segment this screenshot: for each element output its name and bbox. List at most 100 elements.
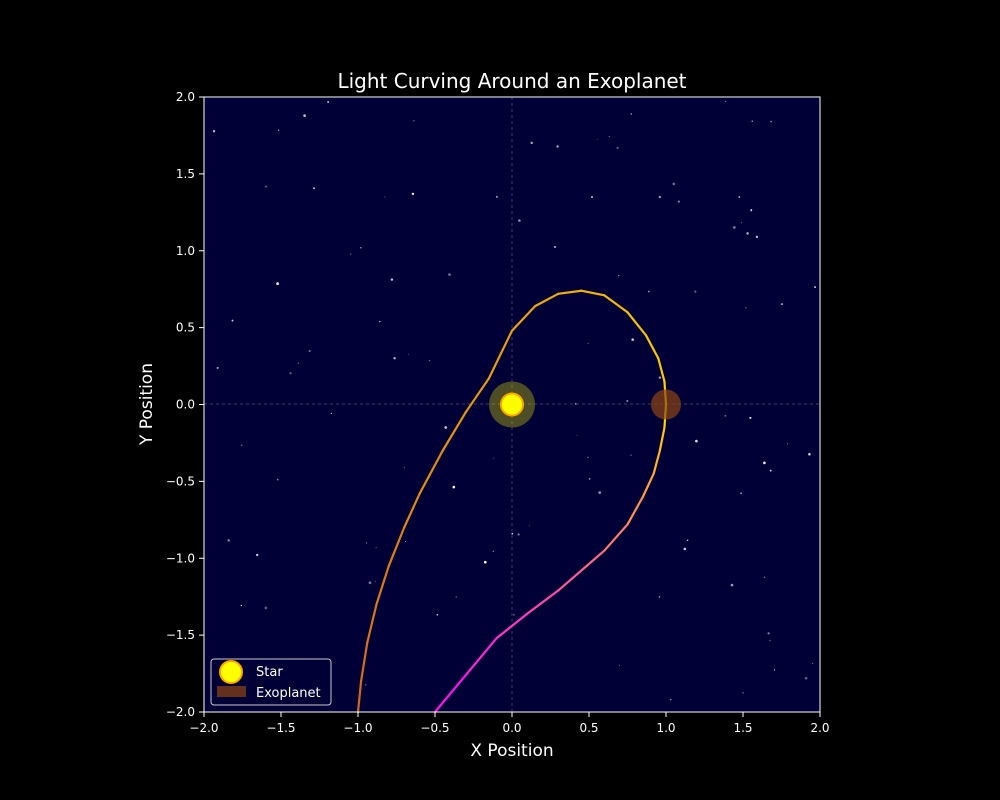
background-star bbox=[276, 478, 279, 481]
background-star bbox=[724, 414, 727, 417]
background-star bbox=[770, 120, 772, 123]
background-star bbox=[231, 319, 234, 322]
background-star bbox=[360, 247, 362, 249]
background-star bbox=[411, 192, 415, 196]
light-path-segment bbox=[580, 549, 606, 572]
background-star bbox=[677, 200, 680, 203]
background-star bbox=[658, 376, 662, 379]
y-axis-title: Y Position bbox=[137, 363, 157, 446]
background-star bbox=[513, 614, 515, 616]
legend-star-marker bbox=[219, 660, 243, 684]
background-star bbox=[241, 444, 243, 446]
x-tick-label: −1.5 bbox=[266, 721, 295, 735]
light-path-segment bbox=[580, 289, 606, 297]
background-star bbox=[814, 286, 817, 289]
background-star bbox=[588, 478, 591, 480]
background-star bbox=[256, 553, 259, 557]
background-star bbox=[749, 416, 752, 419]
background-star bbox=[686, 539, 689, 541]
background-star bbox=[741, 222, 742, 224]
background-star bbox=[493, 457, 495, 459]
light-path-segment bbox=[657, 357, 666, 383]
background-star bbox=[804, 676, 808, 680]
background-star bbox=[591, 196, 593, 198]
background-star bbox=[746, 232, 749, 235]
light-path bbox=[356, 289, 668, 714]
y-tick-label: −2.0 bbox=[166, 705, 195, 719]
x-tick-label: 1.5 bbox=[733, 721, 752, 735]
background-star bbox=[658, 596, 661, 598]
background-star bbox=[455, 596, 457, 598]
starfield-background bbox=[212, 101, 817, 701]
background-star bbox=[658, 195, 661, 199]
background-star bbox=[297, 362, 299, 364]
background-star bbox=[212, 130, 216, 133]
light-path-segment bbox=[641, 472, 655, 498]
background-star bbox=[413, 120, 415, 122]
background-star bbox=[683, 547, 687, 551]
background-star bbox=[608, 135, 610, 138]
light-path-segment bbox=[526, 589, 560, 615]
legend-exoplanet-label: Exoplanet bbox=[256, 686, 321, 701]
light-path-segment bbox=[626, 311, 648, 337]
background-star bbox=[742, 692, 744, 694]
background-star bbox=[350, 253, 352, 255]
light-path-segment bbox=[533, 292, 560, 308]
light-path-segment bbox=[510, 305, 537, 332]
celestial-objects bbox=[489, 381, 681, 428]
light-path-segment bbox=[487, 329, 514, 380]
background-star bbox=[751, 120, 753, 122]
background-star bbox=[598, 491, 602, 494]
background-star bbox=[730, 583, 734, 587]
light-path-segment bbox=[626, 495, 645, 526]
background-star bbox=[587, 456, 589, 459]
background-star bbox=[763, 576, 766, 579]
light-path-segment bbox=[495, 612, 529, 640]
background-star bbox=[755, 235, 759, 239]
light-path-segment bbox=[464, 637, 498, 677]
background-star bbox=[327, 101, 329, 103]
light-path-segment bbox=[403, 492, 421, 529]
light-path-segment bbox=[433, 673, 467, 714]
chart-title: Light Curving Around an Exoplanet bbox=[337, 69, 686, 93]
background-star bbox=[732, 226, 736, 229]
background-star bbox=[669, 698, 672, 701]
y-tick-label: 0.0 bbox=[176, 398, 195, 412]
background-star bbox=[618, 274, 620, 277]
background-star bbox=[725, 101, 727, 103]
x-axis-title: X Position bbox=[470, 741, 553, 761]
background-star bbox=[518, 219, 521, 222]
background-star bbox=[264, 606, 268, 610]
background-star bbox=[630, 454, 632, 456]
background-star bbox=[448, 273, 451, 276]
background-star bbox=[672, 182, 676, 186]
background-star bbox=[265, 185, 268, 188]
light-path-segment bbox=[387, 526, 406, 568]
background-star bbox=[276, 282, 279, 286]
y-tick-label: 2.0 bbox=[176, 90, 195, 104]
background-star bbox=[694, 290, 697, 293]
background-star bbox=[366, 542, 368, 544]
background-star bbox=[616, 146, 619, 149]
light-path-segment bbox=[464, 377, 490, 414]
light-path-segment bbox=[658, 426, 666, 452]
background-star bbox=[390, 278, 394, 281]
light-path-segment bbox=[603, 523, 629, 552]
background-star bbox=[368, 581, 372, 585]
x-tick-label: −2.0 bbox=[189, 721, 218, 735]
light-path-segment bbox=[603, 294, 629, 314]
background-star bbox=[428, 359, 431, 362]
light-path-segment bbox=[418, 449, 444, 495]
background-star bbox=[289, 372, 292, 375]
star-marker bbox=[500, 392, 524, 417]
y-tick-label: 0.5 bbox=[176, 321, 195, 335]
background-star bbox=[787, 443, 789, 445]
background-star bbox=[393, 357, 396, 360]
background-star bbox=[554, 246, 556, 248]
background-star bbox=[227, 539, 230, 542]
x-tick-label: 2.0 bbox=[810, 721, 829, 735]
light-path-segment bbox=[652, 449, 661, 475]
background-star bbox=[404, 540, 407, 543]
background-star bbox=[530, 141, 533, 145]
background-star bbox=[511, 532, 514, 535]
